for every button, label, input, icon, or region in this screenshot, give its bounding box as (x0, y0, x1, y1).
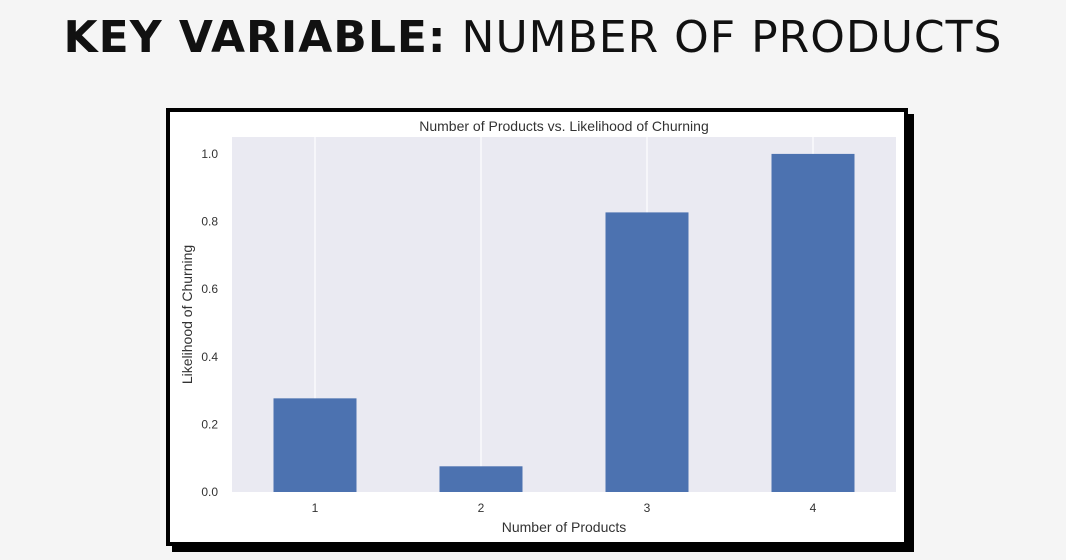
chart-title: Number of Products vs. Likelihood of Chu… (419, 118, 708, 134)
x-tick-labels: 1 2 3 4 (312, 501, 817, 515)
heading-light-text: NUMBER OF PRODUCTS (461, 12, 1003, 63)
bar-2 (439, 466, 523, 492)
bar-1 (273, 398, 357, 492)
x-tick-label: 3 (644, 501, 651, 515)
bars (273, 153, 855, 492)
y-tick-label: 0.8 (201, 215, 218, 229)
heading-strong-text: KEY VARIABLE: (63, 12, 447, 63)
x-tick-label: 4 (810, 501, 817, 515)
chart-frame: 0.0 0.2 0.4 0.6 0.8 1.0 1 2 3 4 Number of Produc… (166, 108, 908, 546)
y-tick-label: 0.0 (201, 485, 218, 499)
page-heading: KEY VARIABLE: NUMBER OF PRODUCTS (0, 10, 1066, 66)
x-axis-label: Number of Products (502, 519, 627, 535)
y-tick-label: 0.4 (201, 350, 218, 364)
x-tick-label: 2 (478, 501, 485, 515)
y-tick-label: 0.6 (201, 282, 218, 296)
bar-chart: 0.0 0.2 0.4 0.6 0.8 1.0 1 2 3 4 Number of Produc… (179, 118, 896, 535)
bar-4 (771, 153, 855, 492)
y-axis-label: Likelihood of Churning (179, 245, 195, 384)
y-tick-label: 1.0 (201, 147, 218, 161)
bar-3 (605, 212, 689, 492)
y-tick-labels: 0.0 0.2 0.4 0.6 0.8 1.0 (201, 147, 218, 499)
x-tick-label: 1 (312, 501, 319, 515)
y-tick-label: 0.2 (201, 417, 218, 431)
